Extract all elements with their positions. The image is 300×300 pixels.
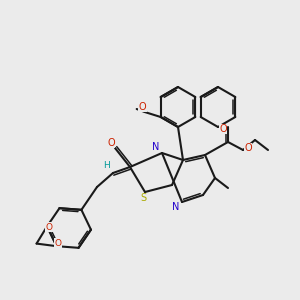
Text: O: O bbox=[54, 239, 61, 248]
Text: N: N bbox=[152, 142, 160, 152]
Text: S: S bbox=[140, 193, 146, 203]
Text: O: O bbox=[219, 124, 227, 134]
Text: N: N bbox=[172, 202, 180, 212]
Text: H: H bbox=[103, 160, 110, 169]
Text: O: O bbox=[107, 138, 115, 148]
Text: O: O bbox=[139, 102, 146, 112]
Text: O: O bbox=[244, 143, 252, 153]
Text: O: O bbox=[46, 223, 52, 232]
